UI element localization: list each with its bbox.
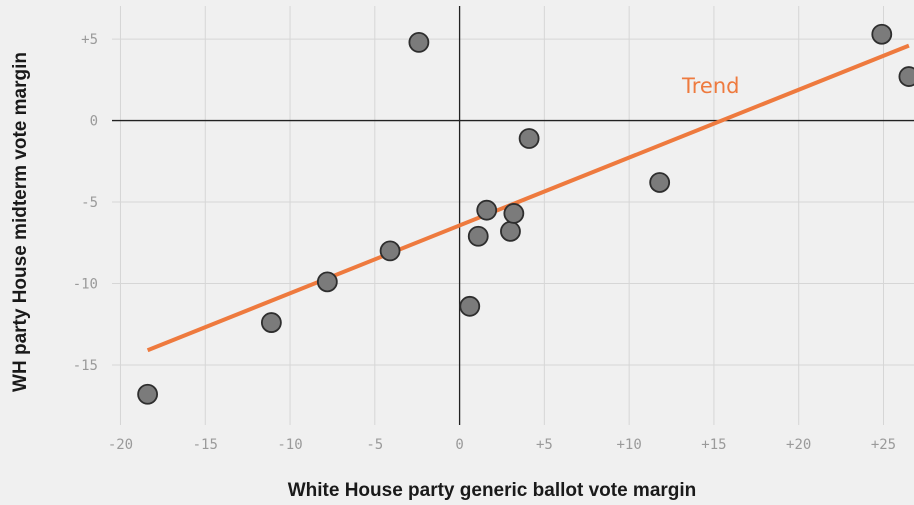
y-tick-label: -5	[81, 195, 98, 211]
y-tick-label: +5	[81, 32, 98, 48]
y-tick-label: -10	[73, 276, 98, 292]
data-point	[649, 172, 671, 193]
data-point	[518, 128, 540, 149]
grid-lines	[112, 6, 914, 425]
y-tick-label: 0	[90, 114, 98, 130]
x-tick-label: +25	[871, 437, 896, 453]
data-points	[137, 23, 914, 405]
data-point	[379, 240, 401, 262]
x-tick-label: +5	[536, 437, 553, 453]
x-tick-label: +10	[616, 437, 641, 453]
data-point	[467, 225, 489, 247]
x-tick-label: -10	[277, 437, 302, 453]
data-point	[316, 271, 338, 293]
x-tick-label: -15	[193, 437, 218, 453]
trend-line	[146, 43, 910, 353]
data-point	[503, 203, 525, 224]
x-tick-label: -5	[366, 437, 383, 453]
data-point	[260, 312, 282, 333]
data-point	[871, 23, 893, 45]
trend-label: Trend	[681, 74, 739, 98]
data-point	[459, 295, 481, 317]
data-point	[476, 199, 498, 221]
x-tick-label: +15	[701, 437, 726, 453]
zero-axes	[112, 6, 914, 425]
data-point	[408, 31, 430, 53]
x-axis-title: White House party generic ballot vote ma…	[288, 480, 697, 501]
x-tick-label: 0	[455, 437, 463, 453]
y-axis-title: WH party House midterm vote margin	[10, 52, 31, 392]
data-point	[137, 383, 159, 405]
data-point	[500, 220, 521, 242]
trend-line-group	[146, 43, 910, 353]
x-tick-label: -20	[108, 437, 133, 453]
y-tick-label: -15	[73, 358, 98, 374]
tick-labels: -20 -15 -10 -5 0 +5 +10 +15 +20 +25 +5 0 -5 -10 -15	[73, 32, 896, 453]
data-point	[898, 66, 914, 87]
x-tick-label: +20	[786, 437, 811, 453]
